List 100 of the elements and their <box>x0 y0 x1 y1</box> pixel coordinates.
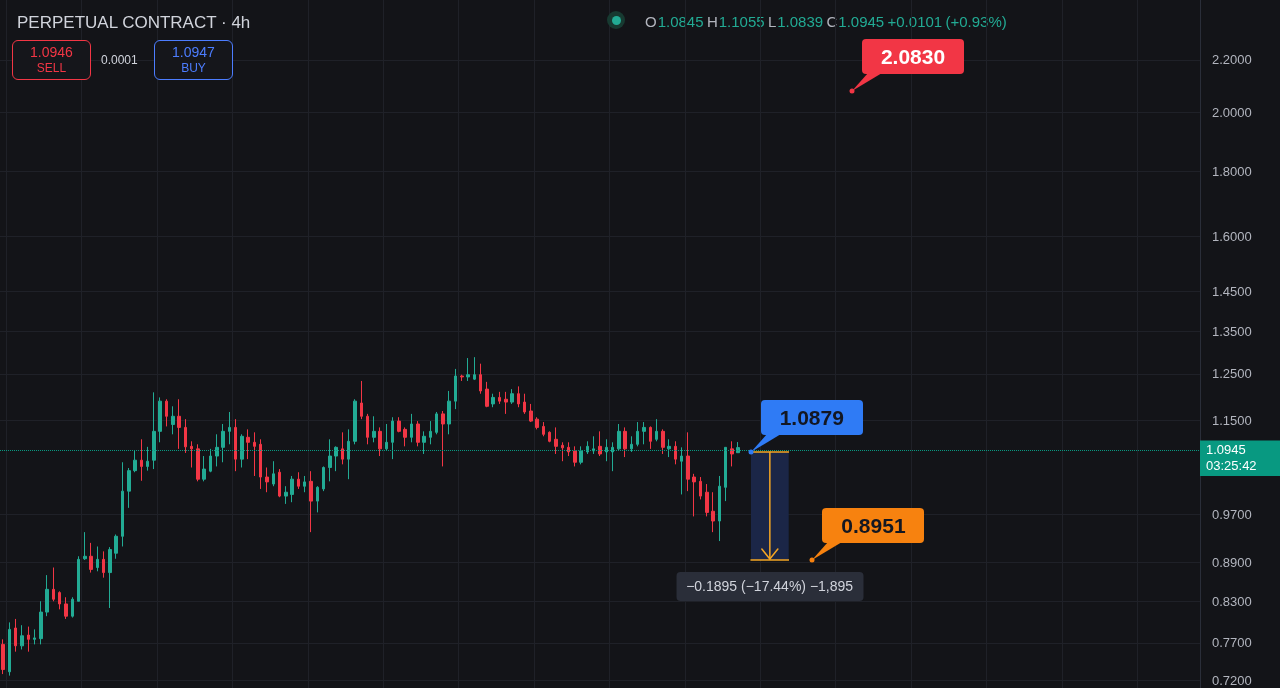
candlestick <box>529 403 533 423</box>
y-tick-label: 1.1500 <box>1212 412 1252 428</box>
y-tick-label: 1.2500 <box>1212 366 1252 382</box>
candlestick <box>316 485 319 513</box>
candlestick <box>102 550 105 579</box>
candlestick <box>39 600 43 645</box>
candlestick <box>353 398 357 445</box>
candlestick <box>416 420 420 447</box>
candlestick <box>328 438 332 482</box>
candlestick <box>441 410 445 467</box>
candlestick <box>542 421 545 437</box>
annotation: 1.0947 <box>172 44 215 61</box>
buy-button: 1.0947 BUY <box>154 40 233 80</box>
annotation: 0.0001 <box>101 53 138 67</box>
candlestick <box>14 618 17 653</box>
candlestick <box>202 455 206 482</box>
candlestick <box>517 385 520 408</box>
candlestick <box>460 374 464 382</box>
candlestick <box>504 391 508 415</box>
candlestick <box>447 390 451 435</box>
candlestick <box>366 413 369 445</box>
candlestick <box>108 546 112 609</box>
y-tick-label: 0.8300 <box>1212 593 1252 609</box>
candlestick <box>265 466 269 493</box>
candlestick <box>284 485 288 505</box>
candlestick <box>586 440 589 455</box>
text: PERPETUAL CONTRACT · 4h <box>17 13 251 32</box>
candlestick <box>561 441 564 462</box>
annotation: 1.0946 <box>30 44 73 61</box>
candlestick <box>692 473 696 517</box>
candlestick <box>322 465 325 492</box>
candlestick <box>611 441 614 472</box>
candlestick <box>567 441 570 457</box>
candlestick <box>385 423 388 452</box>
candlestick <box>491 393 495 408</box>
candlestick <box>334 445 338 472</box>
y-tick-label: 1.3500 <box>1212 323 1252 339</box>
candlestick <box>485 381 489 408</box>
candlestick <box>674 440 677 465</box>
candlestick <box>711 491 715 533</box>
candlestick <box>422 430 426 455</box>
candlestick <box>272 460 275 487</box>
candlestick <box>360 380 363 420</box>
candlestick <box>592 435 595 455</box>
candlestick <box>535 416 539 430</box>
candlestick <box>686 431 690 492</box>
candlestick <box>523 393 526 415</box>
candlestick <box>133 450 137 473</box>
candlestick <box>114 533 118 560</box>
candlestick <box>278 468 281 498</box>
candlestick <box>347 428 350 480</box>
candlestick <box>699 476 702 500</box>
candlestick <box>77 555 80 602</box>
candlestick <box>479 363 482 395</box>
annotation: −0.1895 (−17.44%) −1,895 <box>676 572 864 601</box>
candlestick <box>158 396 162 443</box>
candlestick <box>341 431 344 465</box>
candlestick <box>152 391 156 470</box>
candlestick <box>724 446 727 502</box>
y-tick-label: 1.6000 <box>1212 229 1252 245</box>
candlestick <box>649 425 652 450</box>
candlestick <box>372 415 376 443</box>
candlestick <box>297 471 300 490</box>
candlestick <box>8 621 11 677</box>
candlestick <box>83 531 87 561</box>
candlestick <box>246 428 250 460</box>
candlestick <box>209 448 212 473</box>
annotation: BUY <box>181 61 206 76</box>
candlestick <box>1 638 5 675</box>
candlestick <box>579 445 583 465</box>
candlestick <box>171 405 175 435</box>
candlestick <box>27 626 30 653</box>
candlestick <box>623 426 627 458</box>
candlestick <box>146 446 149 472</box>
candlestick <box>184 418 187 454</box>
annotation: 0.8951 <box>822 508 925 543</box>
candlestick <box>259 438 262 490</box>
candlestick <box>190 440 193 468</box>
candlestick <box>58 590 61 610</box>
candlestick <box>548 430 551 443</box>
candlestick <box>221 423 225 463</box>
annotation: 2.0830 <box>862 39 964 74</box>
y-tick-label: 2.0000 <box>1212 105 1252 121</box>
candlestick <box>253 431 256 477</box>
ref-line-label: 1.0945 <box>1206 442 1246 458</box>
y-tick-label: 0.7700 <box>1212 635 1252 651</box>
candlestick <box>391 416 394 460</box>
candlestick <box>705 483 709 517</box>
candlestick <box>64 596 68 620</box>
candlestick <box>498 391 501 405</box>
candlestick <box>121 461 124 547</box>
y-tick-label: 0.7200 <box>1212 672 1252 688</box>
candlestick <box>45 574 49 617</box>
candlestick <box>127 467 131 509</box>
candlestick <box>630 435 633 453</box>
candlestick <box>605 438 608 462</box>
candlestick <box>33 628 36 645</box>
candlestick <box>215 433 219 467</box>
candlestick <box>234 418 237 472</box>
candlestick <box>730 440 734 467</box>
